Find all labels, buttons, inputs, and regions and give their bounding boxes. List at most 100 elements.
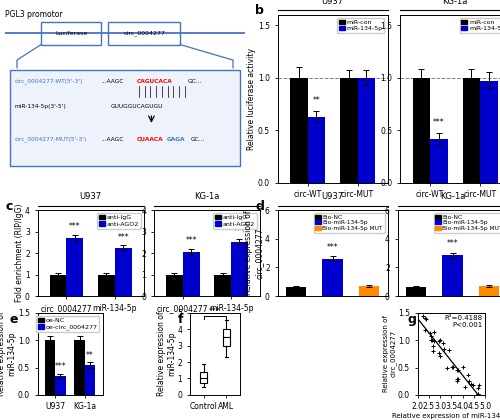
- Point: [452, 378, 460, 384]
- Text: PGL3 promotor: PGL3 promotor: [5, 10, 62, 19]
- Legend: oe-NC, oe-circ_0004277: oe-NC, oe-circ_0004277: [36, 316, 100, 332]
- Point: [440, 346, 448, 352]
- Text: **: **: [312, 96, 320, 105]
- Text: GC...: GC...: [191, 137, 206, 142]
- Point: [436, 336, 444, 343]
- Point: [427, 337, 435, 344]
- Bar: [359, 286, 380, 296]
- Point: [420, 315, 428, 321]
- Point: [444, 364, 452, 371]
- Point: [454, 376, 462, 383]
- Bar: [358, 78, 375, 183]
- Point: [428, 343, 436, 349]
- Text: GC...: GC...: [188, 79, 202, 84]
- Bar: [182, 252, 200, 296]
- Bar: [430, 139, 448, 183]
- Point: [461, 383, 469, 390]
- Legend: anti-IgG, anti-AGO2: anti-IgG, anti-AGO2: [97, 213, 140, 228]
- Text: circ_0004277-WT(5'-3'): circ_0004277-WT(5'-3'): [14, 79, 83, 84]
- Text: e: e: [10, 313, 18, 326]
- Bar: [74, 340, 85, 395]
- Y-axis label: Fold enrichment (RIP/IgG): Fold enrichment (RIP/IgG): [14, 204, 24, 302]
- Bar: [166, 275, 182, 296]
- Text: CAGUCACA: CAGUCACA: [137, 79, 173, 84]
- Point: [466, 378, 473, 384]
- Text: Luciferase: Luciferase: [55, 31, 87, 36]
- Text: ***: ***: [118, 233, 129, 241]
- Y-axis label: Relative luciferase activity: Relative luciferase activity: [248, 48, 256, 150]
- Text: R²=0.4188
P<0.001: R²=0.4188 P<0.001: [445, 315, 483, 328]
- Bar: [115, 248, 132, 296]
- FancyBboxPatch shape: [108, 22, 180, 45]
- Point: [435, 350, 443, 357]
- Text: ***: ***: [433, 118, 444, 126]
- Bar: [340, 78, 357, 183]
- Bar: [462, 78, 480, 183]
- Title: KG-1a: KG-1a: [440, 192, 465, 201]
- Point: [454, 367, 462, 374]
- Text: d: d: [255, 200, 264, 213]
- Text: f: f: [178, 313, 183, 326]
- Legend: Bio-NC, Bio-miR-134-5p, Bio-miR-134-5p MUT: Bio-NC, Bio-miR-134-5p, Bio-miR-134-5p M…: [314, 213, 384, 233]
- Title: KG-1a: KG-1a: [194, 192, 220, 201]
- Bar: [200, 372, 207, 383]
- Text: GAGA: GAGA: [167, 137, 186, 142]
- Title: KG-1a: KG-1a: [442, 0, 468, 5]
- Bar: [406, 287, 426, 296]
- Point: [427, 332, 435, 339]
- Text: ***: ***: [209, 307, 221, 316]
- Point: [474, 390, 482, 397]
- Text: ...AAGC: ...AAGC: [101, 79, 124, 84]
- Text: ***: ***: [234, 227, 245, 236]
- Point: [428, 348, 436, 355]
- Bar: [66, 238, 84, 296]
- Text: miR-134-5p(3'-5'): miR-134-5p(3'-5'): [14, 104, 66, 109]
- FancyBboxPatch shape: [10, 70, 240, 166]
- Point: [419, 312, 427, 319]
- Legend: miR-con, miR-134-5p: miR-con, miR-134-5p: [337, 18, 384, 33]
- Legend: miR-con, miR-134-5p: miR-con, miR-134-5p: [460, 18, 500, 33]
- Y-axis label: Relative expression of
miR-134-5p: Relative expression of miR-134-5p: [0, 312, 16, 396]
- Point: [436, 352, 444, 359]
- Point: [444, 346, 452, 353]
- Title: U937: U937: [322, 192, 344, 201]
- Bar: [308, 116, 325, 183]
- Bar: [286, 287, 306, 296]
- Y-axis label: Relative expression of
circ_0004277: Relative expression of circ_0004277: [382, 315, 396, 392]
- Y-axis label: Relative expression of
miR-134-5p: Relative expression of miR-134-5p: [156, 312, 176, 396]
- Text: b: b: [255, 4, 264, 17]
- Bar: [223, 329, 230, 346]
- Bar: [479, 286, 500, 296]
- Point: [426, 330, 434, 336]
- Bar: [231, 242, 248, 296]
- Title: U937: U937: [322, 0, 344, 5]
- Text: c: c: [5, 200, 12, 213]
- Point: [422, 315, 430, 322]
- Legend: Bio-NC, Bio-miR-134-5p, Bio-miR-134-5p MUT: Bio-NC, Bio-miR-134-5p, Bio-miR-134-5p M…: [434, 213, 500, 233]
- Bar: [412, 78, 430, 183]
- Point: [453, 376, 461, 383]
- Bar: [55, 375, 66, 395]
- Bar: [50, 275, 66, 296]
- Text: circ_0004277-MUT(5'-3'): circ_0004277-MUT(5'-3'): [14, 136, 87, 142]
- Text: circ_0004277: circ_0004277: [123, 31, 165, 37]
- Point: [428, 337, 436, 344]
- Text: CUAACA: CUAACA: [137, 137, 164, 142]
- Bar: [98, 275, 115, 296]
- Point: [460, 363, 468, 370]
- Bar: [480, 81, 498, 183]
- Text: g: g: [408, 313, 416, 326]
- Bar: [322, 259, 342, 296]
- Text: ***: ***: [186, 236, 197, 245]
- Point: [430, 329, 438, 336]
- Text: ***: ***: [326, 243, 338, 252]
- Point: [435, 337, 443, 344]
- Bar: [442, 255, 462, 296]
- Bar: [45, 340, 55, 395]
- Point: [430, 337, 438, 344]
- Point: [453, 366, 461, 373]
- FancyBboxPatch shape: [41, 22, 101, 45]
- Bar: [85, 365, 95, 395]
- Point: [448, 364, 456, 371]
- Legend: anti-IgG, anti-AGO2: anti-IgG, anti-AGO2: [214, 213, 257, 228]
